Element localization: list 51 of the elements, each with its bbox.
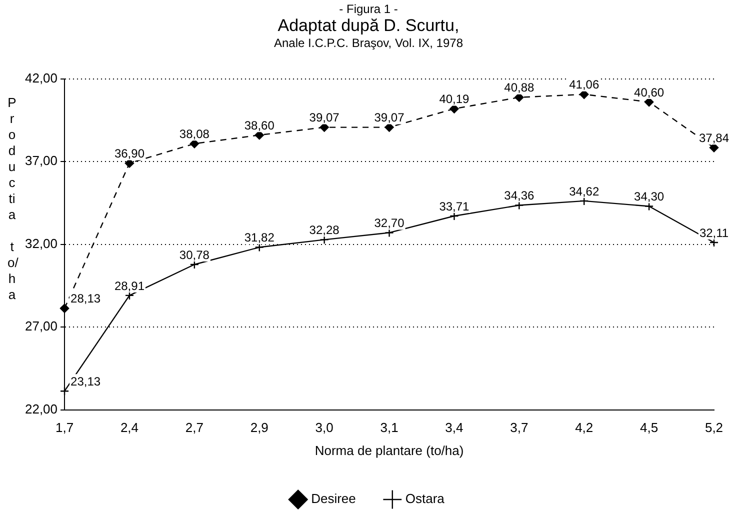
point	[60, 304, 70, 313]
point	[709, 143, 719, 152]
legend-label: Ostara	[405, 491, 446, 506]
x-tick-label: 2,9	[250, 420, 268, 436]
x-tick-label: 3,4	[445, 420, 464, 436]
data-label: 41,06	[569, 78, 600, 92]
data-label: 34,36	[504, 188, 534, 203]
x-tick-label: 4,2	[575, 420, 594, 436]
data-label: 28,13	[70, 292, 101, 306]
data-label: 34,62	[569, 184, 600, 198]
y-tick-label: 37,00	[24, 153, 58, 168]
x-tick-label: 3,7	[510, 420, 528, 436]
point	[60, 386, 70, 396]
data-label: 32,11	[699, 226, 729, 240]
x-tick-label: 5,2	[704, 420, 724, 436]
text: Anale I.C.P.C. Braşov, Vol. IX, 1978	[273, 36, 464, 50]
data-label: 34,30	[634, 190, 664, 204]
data-label: 28,91	[114, 278, 145, 293]
y-tick-label: 42,00	[24, 70, 58, 86]
x-tick-label: 3,0	[315, 420, 334, 436]
x-tick-label: 1,7	[55, 420, 74, 436]
data-label: 32,70	[374, 216, 405, 230]
data-label: 39,07	[309, 110, 340, 125]
data-label: 30,78	[179, 248, 210, 262]
data-label: 40,19	[439, 92, 470, 106]
data-label: 37,84	[698, 130, 730, 145]
point	[644, 202, 654, 211]
data-label: 23,13	[70, 374, 101, 388]
data-label: 31,82	[244, 230, 275, 245]
y-tick-label: 27,00	[24, 318, 58, 334]
x-tick-label: 2,7	[185, 420, 204, 436]
data-label: 40,60	[634, 85, 664, 100]
data-label: 36,90	[114, 146, 145, 161]
data-label: 33,71	[439, 199, 470, 214]
point	[190, 139, 200, 148]
data-label: 38,60	[244, 118, 275, 132]
chart-title: - Figura 1 -	[338, 2, 399, 16]
data-label: 32,28	[309, 222, 340, 237]
chart-subtitle: Adaptat după D. Scurtu,	[276, 16, 460, 36]
x-tick-label: 2,4	[120, 420, 139, 436]
data-label: 38,08	[179, 126, 210, 141]
y-tick-label: 32,00	[24, 236, 58, 251]
point	[124, 158, 134, 168]
text: Productia to/ha	[8, 95, 18, 302]
x-tick-label: 3,1	[380, 420, 398, 436]
x-tick-label: 4,5	[640, 420, 658, 436]
legend-label: Desiree	[311, 491, 356, 506]
data-label: 40,88	[504, 80, 534, 95]
y-tick-label: 22,00	[24, 401, 58, 416]
data-label: 39,07	[374, 110, 405, 125]
x-axis-title: Norma de plantare (to/ha)	[314, 442, 464, 458]
